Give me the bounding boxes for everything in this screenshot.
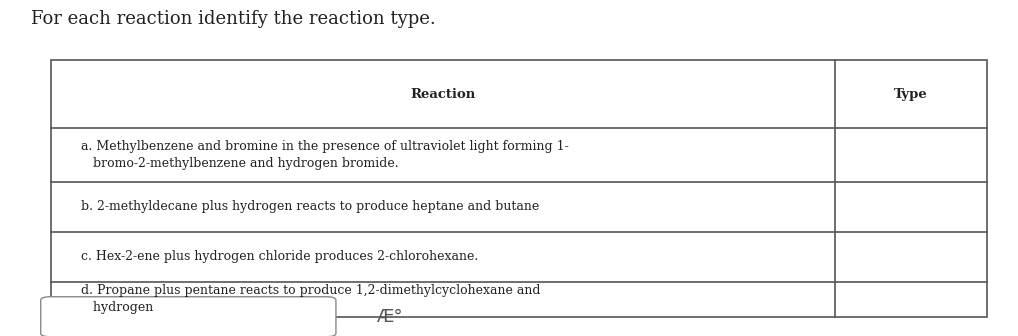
FancyBboxPatch shape <box>41 297 336 336</box>
Text: Reaction: Reaction <box>410 88 475 101</box>
Text: Æ°: Æ° <box>377 308 403 326</box>
Text: b. 2-methyldecane plus hydrogen reacts to produce heptane and butane: b. 2-methyldecane plus hydrogen reacts t… <box>81 200 540 213</box>
Text: d. Propane plus pentane reacts to produce 1,2-dimethylcyclohexane and
   hydroge: d. Propane plus pentane reacts to produc… <box>81 284 541 314</box>
Text: a. Methylbenzene and bromine in the presence of ultraviolet light forming 1-
   : a. Methylbenzene and bromine in the pres… <box>81 140 569 170</box>
Text: For each reaction identify the reaction type.: For each reaction identify the reaction … <box>31 10 436 28</box>
Text: c. Hex-2-ene plus hydrogen chloride produces 2-chlorohexane.: c. Hex-2-ene plus hydrogen chloride prod… <box>81 250 478 263</box>
Text: Type: Type <box>894 88 928 101</box>
